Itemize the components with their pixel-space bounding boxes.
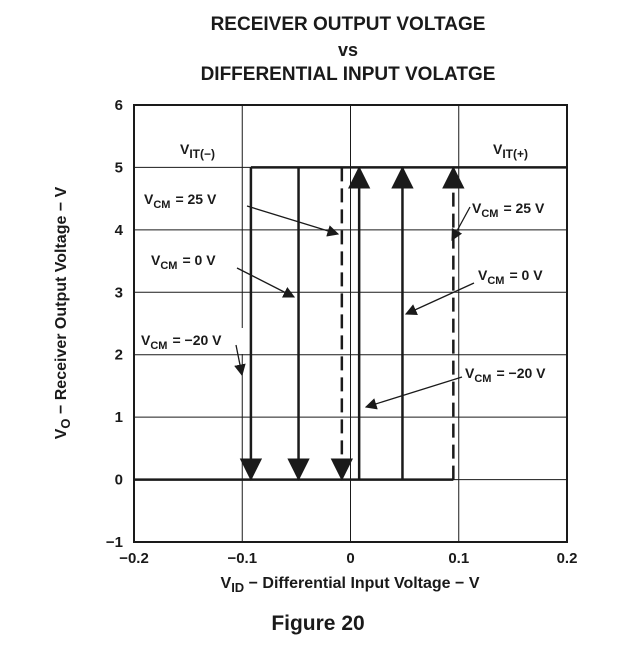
series [134,166,567,481]
y-tick-label: 2 [115,347,123,364]
y-axis-title: VO − Receiver Output Voltage − V [53,186,73,439]
annotation-vcm-25-right: VCM = 25 V [472,200,545,220]
annotation-vcm-25-left: VCM = 25 V [144,191,217,211]
chart-title-line-2: vs [337,40,359,60]
axis-ticks: −0.2 −0.1 0 0.1 0.2 −1 0 1 2 3 4 5 6 [106,97,578,567]
y-tick-label: 5 [115,159,123,176]
x-tick-label: 0.1 [448,550,469,567]
annotation-vcm-0-left: VCM = 0 V [151,252,216,272]
chart-title-line-3: DIFFERENTIAL INPUT VOLATGE [200,64,496,85]
chart-title-line-1: RECEIVER OUTPUT VOLTAGE [210,14,486,35]
annotation-vcm-m20-right: VCM = −20 V [465,365,546,385]
x-tick-label: −0.2 [119,550,149,567]
grid [134,105,567,542]
y-tick-label: 0 [115,472,123,489]
leader-vcm-m20-right [364,376,463,410]
x-axis-title: VID − Differential Input Voltage − V [221,575,480,595]
leader-vcm-25-left [246,205,340,237]
annotation-leaders [234,205,475,410]
threshold-label-negative: VIT(−) [180,141,215,161]
leader-vcm-0-left [236,267,296,298]
x-tick-label: 0 [346,550,354,567]
leader-vcm-25-right [451,206,471,242]
x-tick-label: 0.2 [557,550,578,567]
annotation-vcm-0-right: VCM = 0 V [478,267,543,287]
threshold-label-positive: VIT(+) [493,141,528,161]
y-tick-label: 1 [115,409,123,426]
y-tick-label: 4 [115,222,124,239]
y-tick-label: 3 [115,284,123,301]
x-tick-label: −0.1 [227,550,257,567]
y-tick-label: −1 [106,534,123,551]
annotation-mask-vcm-m20-left [139,328,243,354]
y-tick-label: 6 [115,97,123,114]
figure-caption: Figure 20 [271,612,365,635]
leader-vcm-m20-left [234,344,246,377]
annotation-vcm-m20-left: VCM = −20 V [141,332,222,352]
leader-vcm-0-right [404,282,475,315]
plot-frame [133,104,568,543]
